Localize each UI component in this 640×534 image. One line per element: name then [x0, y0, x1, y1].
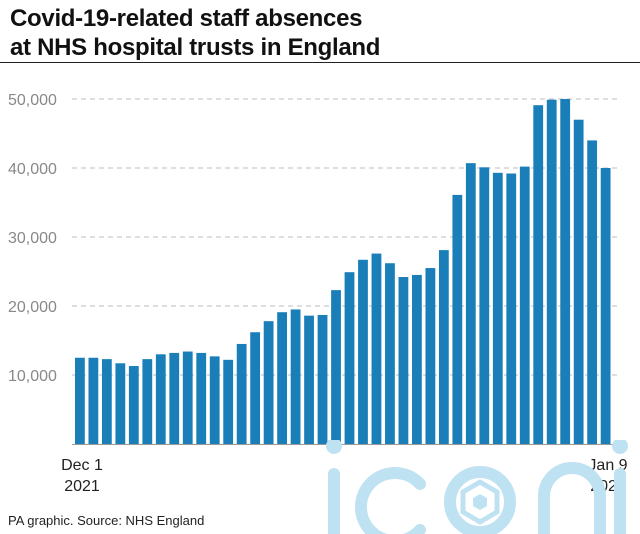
- bar: [88, 357, 99, 444]
- chart-title-line-2: at NHS hospital trusts in England: [10, 34, 381, 61]
- bar: [452, 194, 463, 444]
- bar: [344, 272, 355, 444]
- bar: [155, 354, 166, 444]
- source-note: PA graphic. Source: NHS England: [8, 513, 205, 528]
- bar: [533, 105, 544, 445]
- bar: [182, 351, 193, 444]
- bar: [304, 315, 314, 444]
- bar: [573, 119, 584, 444]
- y-tick-label: 10,000: [8, 368, 57, 385]
- x-tick-label-end-day: Jan 9: [588, 457, 627, 474]
- chart-title-line-1: Covid-19-related staff absences: [10, 5, 363, 32]
- bar: [128, 366, 139, 444]
- y-tick-label: 30,000: [8, 230, 57, 247]
- bar: [317, 314, 328, 444]
- bar: [560, 99, 571, 444]
- y-tick-label: 40,000: [8, 161, 57, 178]
- bar: [142, 359, 153, 444]
- bar: [587, 140, 598, 444]
- y-tick-label: 20,000: [8, 299, 57, 316]
- bar: [169, 352, 180, 444]
- x-tick-label-start-day: Dec 1: [61, 457, 103, 474]
- x-tick-label-start-year: 2021: [64, 478, 100, 495]
- bar-chart: 10,000 20,000 30,000 40,000 50,000 Dec 1 2021 J…: [8, 92, 628, 495]
- bar: [196, 352, 207, 444]
- title-divider: [0, 62, 640, 63]
- bar: [438, 250, 449, 444]
- bar: [600, 168, 611, 444]
- bar: [425, 268, 436, 444]
- bar: [290, 309, 301, 444]
- bar: [546, 99, 557, 444]
- bar: [479, 167, 490, 444]
- bar: [371, 253, 382, 444]
- bar: [250, 332, 261, 444]
- bar: [385, 263, 395, 444]
- bar: [277, 312, 287, 444]
- bar: [115, 363, 126, 444]
- bar: [519, 166, 530, 444]
- bar: [331, 290, 341, 444]
- bar: [223, 359, 234, 444]
- bar: [465, 163, 476, 445]
- bar: [412, 274, 422, 444]
- bar: [101, 359, 112, 444]
- bar: [506, 173, 517, 444]
- bar: [398, 277, 409, 444]
- chart-title: Covid-19-related staff absences at NHS h…: [10, 4, 610, 62]
- x-tick-label-end-year: 2022: [590, 478, 626, 495]
- bar: [358, 259, 368, 444]
- bar: [75, 357, 85, 444]
- bar: [209, 356, 220, 444]
- bar: [263, 321, 274, 444]
- y-tick-label: 50,000: [8, 92, 57, 109]
- bar: [492, 172, 503, 444]
- bar: [236, 343, 247, 444]
